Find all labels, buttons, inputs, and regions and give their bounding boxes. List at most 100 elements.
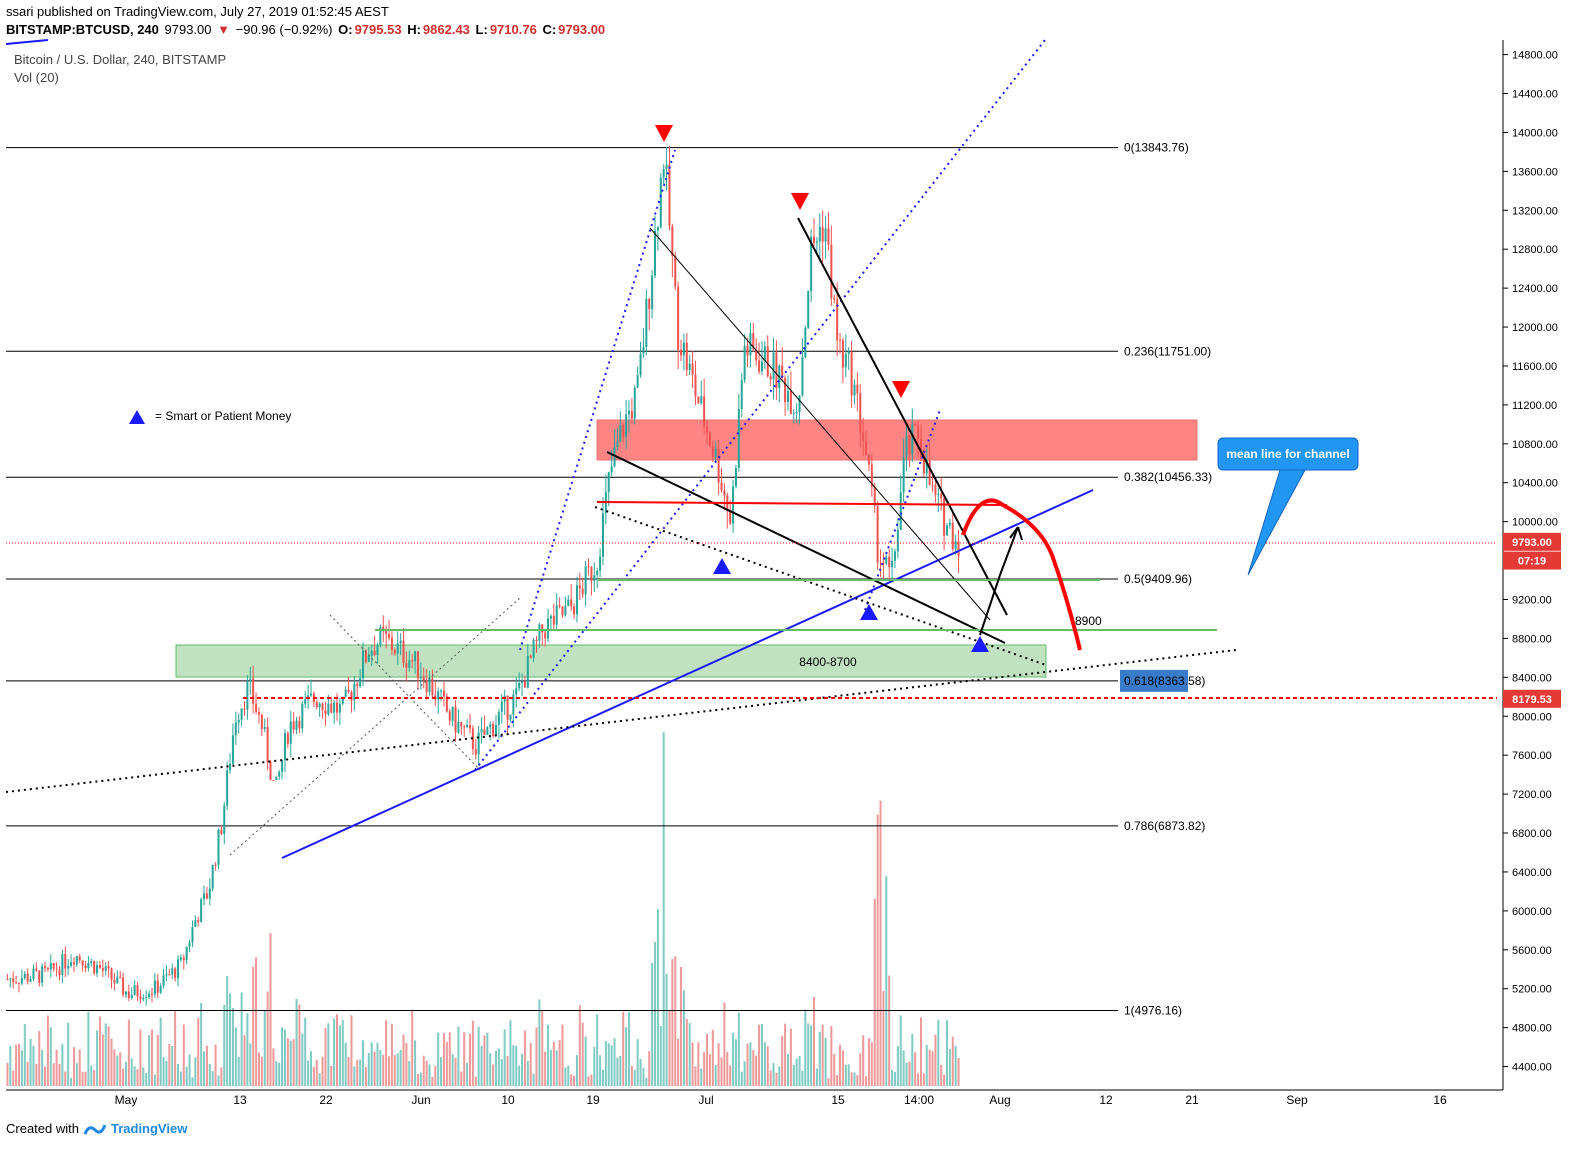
volume-bar xyxy=(841,1050,844,1086)
candle-body xyxy=(338,703,341,713)
volume-bar xyxy=(885,876,888,1086)
volume-bar xyxy=(312,1067,315,1086)
volume-bar xyxy=(865,1076,868,1086)
volume-bar xyxy=(194,1057,197,1086)
candle-body xyxy=(752,333,755,350)
candle-body xyxy=(214,864,217,866)
candle-body xyxy=(243,708,246,710)
candle-body xyxy=(38,970,41,983)
candle-body xyxy=(564,606,567,616)
candle-body xyxy=(590,566,593,582)
volume-bar xyxy=(96,1030,99,1086)
price-tick-label: 4800.00 xyxy=(1512,1023,1552,1035)
volume-bar xyxy=(226,975,229,1086)
volume-bar xyxy=(480,1045,483,1086)
candle-body xyxy=(269,761,272,781)
volume-bar xyxy=(729,1065,732,1086)
volume-bar xyxy=(81,1071,84,1086)
volume-bar xyxy=(706,1033,709,1086)
low-label: L: xyxy=(475,22,488,37)
volume-bar xyxy=(931,1051,934,1086)
candle-body xyxy=(547,618,550,639)
projection-arrow-head xyxy=(1009,526,1023,541)
low-value: 9710.76 xyxy=(489,22,537,37)
candle-body xyxy=(286,733,289,744)
volume-bar xyxy=(414,1040,417,1086)
volume-bar xyxy=(627,1012,631,1086)
volume-bar xyxy=(150,1029,154,1086)
volume-bar xyxy=(821,1024,824,1086)
candle-body xyxy=(893,551,896,561)
fib-label: 0.618(8363.58) xyxy=(1124,674,1205,688)
candle-body xyxy=(17,982,21,984)
volume-bar xyxy=(350,1015,353,1086)
candle-body xyxy=(437,691,440,700)
volume-bar xyxy=(159,1017,162,1086)
volume-bar xyxy=(428,1064,431,1086)
candle-body xyxy=(127,991,130,999)
volume-bar xyxy=(101,1034,104,1086)
volume-bar xyxy=(555,1050,558,1086)
volume-bar xyxy=(593,1046,596,1086)
fib-label: 0.786(6873.82) xyxy=(1124,819,1205,833)
volume-bar xyxy=(798,1056,801,1086)
candle-body xyxy=(801,357,804,396)
candle-body xyxy=(902,456,905,493)
candle-body xyxy=(810,236,813,292)
volume-indicator-label[interactable]: Vol (20) xyxy=(14,70,59,85)
volume-bar xyxy=(879,800,882,1086)
candle-body xyxy=(52,962,55,969)
candle-body xyxy=(208,888,211,899)
price-tick-label: 10000.00 xyxy=(1512,517,1558,529)
candle-body xyxy=(922,456,925,474)
volume-bar xyxy=(784,1023,787,1086)
legend-triangle xyxy=(129,410,145,424)
candle-body xyxy=(521,681,524,684)
volume-bar xyxy=(538,999,541,1086)
candle-body xyxy=(815,241,818,243)
volume-bar xyxy=(746,1043,749,1086)
candle-body xyxy=(758,360,761,372)
red-horizontal xyxy=(596,501,1008,506)
candle-body xyxy=(411,660,414,662)
candle-body xyxy=(899,492,902,530)
candle-body xyxy=(836,299,839,341)
volume-bar xyxy=(535,1027,538,1086)
volume-bar xyxy=(587,1076,590,1086)
candle-body xyxy=(645,298,648,347)
volume-bar xyxy=(503,1029,506,1086)
volume-bar xyxy=(954,1045,957,1086)
volume-bar xyxy=(492,1064,495,1086)
volume-bar xyxy=(925,1044,928,1086)
candle-body xyxy=(804,327,807,358)
volume-bar xyxy=(153,1074,156,1086)
volume-bar xyxy=(668,1010,671,1086)
instrument-title: Bitcoin / U.S. Dollar, 240, BITSTAMP xyxy=(14,52,227,67)
candle-body xyxy=(309,693,313,696)
volume-bar xyxy=(625,1027,628,1086)
candle-body xyxy=(526,655,529,688)
volume-bar xyxy=(665,973,668,1086)
price-tick-label: 4400.00 xyxy=(1512,1062,1552,1074)
candle-body xyxy=(523,681,526,688)
volume-bar xyxy=(289,1040,292,1086)
volume-bar xyxy=(836,1075,839,1086)
volume-bar xyxy=(619,1056,622,1086)
candle-body xyxy=(174,968,177,979)
volume-bar xyxy=(477,1026,480,1086)
volume-bar xyxy=(234,1027,237,1086)
volume-bar xyxy=(298,1004,301,1086)
price-tick-label: 12400.00 xyxy=(1512,283,1558,295)
volume-bar xyxy=(272,1048,275,1086)
volume-bar xyxy=(388,1056,391,1086)
volume-bar xyxy=(422,1055,425,1086)
volume-bar xyxy=(549,1050,552,1086)
volume-bar xyxy=(171,1046,174,1086)
candle-body xyxy=(532,639,535,658)
tradingview-brand[interactable]: TradingView xyxy=(110,1121,188,1136)
candle-body xyxy=(260,714,263,729)
price-tag-label: 8179.53 xyxy=(1512,694,1552,706)
volume-bar xyxy=(518,1065,521,1086)
volume-bar xyxy=(474,1076,477,1086)
